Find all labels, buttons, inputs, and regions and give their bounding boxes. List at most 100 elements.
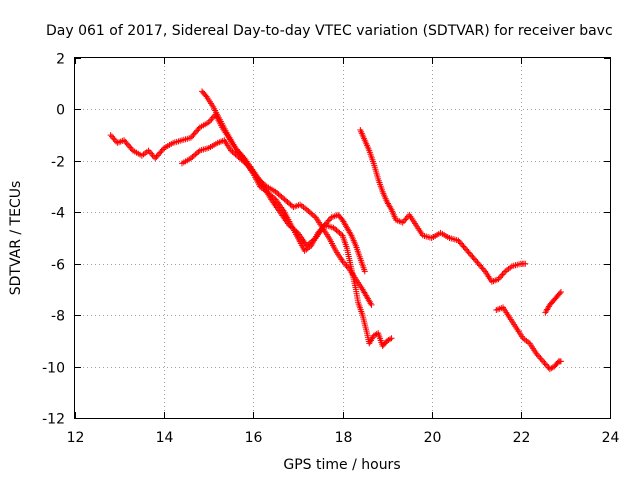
data-point (475, 261, 482, 268)
data-point (336, 229, 343, 236)
data-point (208, 116, 215, 123)
data-point (480, 266, 487, 273)
data-point (187, 134, 194, 141)
data-point (235, 147, 242, 154)
y-tick-label: -10 (42, 361, 65, 377)
x-tick-label: 12 (67, 430, 85, 446)
data-point (330, 224, 337, 231)
data-point (471, 256, 478, 263)
data-point (254, 175, 261, 182)
data-point (286, 222, 292, 229)
y-axis-title: SDTVAR / TECUs (8, 181, 24, 296)
x-tick-labels: 12 14 16 18 20 22 24 (67, 430, 620, 446)
data-point (290, 226, 297, 232)
data-point (190, 131, 197, 138)
data-point (311, 236, 318, 243)
data-point (154, 152, 161, 159)
data-point (325, 217, 332, 224)
data-point (457, 240, 464, 247)
data-point (387, 336, 394, 343)
data-point (231, 150, 238, 157)
data-point (332, 226, 339, 232)
data-point (469, 253, 476, 260)
data-point (287, 223, 294, 230)
data-point (308, 210, 315, 217)
x-tick-label: 20 (424, 430, 442, 446)
series-track-6 (542, 289, 564, 316)
data-point (538, 356, 545, 363)
data-point (333, 227, 340, 234)
data-point (109, 133, 116, 140)
data-point (455, 237, 462, 244)
y-tick-label: -6 (51, 258, 65, 274)
data-point (557, 289, 564, 295)
data-point (238, 156, 245, 163)
data-point (478, 264, 485, 271)
data-point (257, 178, 264, 185)
data-point (192, 151, 199, 158)
data-point (287, 201, 294, 208)
data-point (474, 259, 481, 266)
data-point (123, 140, 130, 147)
data-point (193, 150, 200, 157)
data-point (277, 192, 284, 199)
y-tick-labels: -12 -10 -8 -6 -4 -2 0 2 (42, 52, 65, 428)
data-point (540, 358, 547, 365)
data-point (309, 237, 316, 244)
data-point (466, 250, 473, 257)
y-tick-label: -4 (51, 206, 65, 222)
series-track-2 (199, 88, 395, 349)
data-point (557, 358, 564, 365)
data-point (127, 144, 134, 151)
data-point (465, 249, 472, 256)
data-point (194, 127, 201, 134)
data-point (193, 128, 200, 135)
data-point (305, 208, 312, 214)
data-point (275, 191, 282, 198)
x-tick-label: 18 (335, 430, 353, 446)
x-tick-label: 16 (245, 430, 263, 446)
data-point (498, 273, 505, 280)
data-point (236, 155, 243, 162)
data-point (228, 147, 235, 154)
data-point (303, 206, 310, 213)
data-point (401, 218, 408, 225)
data-point (242, 160, 249, 167)
data-point (306, 209, 313, 216)
data-point (233, 146, 240, 153)
data-point (461, 244, 468, 251)
data-point (272, 188, 279, 195)
x-axis-title: GPS time / hours (283, 457, 400, 473)
plot-frame (74, 57, 611, 419)
data-point (470, 255, 477, 262)
data-point (278, 193, 285, 200)
x-tick-label: 22 (513, 430, 531, 446)
data-point (232, 145, 239, 151)
series-track-4 (357, 127, 529, 285)
data-point (262, 182, 269, 189)
data-point (195, 148, 202, 155)
data-point (460, 243, 467, 250)
data-point (556, 290, 563, 297)
data-point (456, 239, 463, 246)
data-point (479, 265, 486, 272)
data-marks (107, 88, 564, 373)
data-point (191, 130, 198, 137)
data-point (128, 146, 135, 153)
y-tick-label: -8 (51, 309, 65, 325)
data-point (190, 152, 197, 159)
data-point (500, 269, 507, 276)
data-point (157, 149, 164, 156)
data-point (202, 92, 209, 99)
data-point (473, 258, 480, 265)
data-point (286, 200, 292, 207)
data-point (338, 231, 345, 238)
data-point (152, 155, 159, 162)
data-point (146, 149, 153, 156)
data-point (209, 114, 216, 121)
data-point (153, 153, 160, 160)
data-point (232, 151, 239, 158)
chart-title: Day 061 of 2017, Sidereal Day-to-day VTE… (46, 23, 613, 39)
series-track-3 (179, 137, 375, 308)
data-point (293, 228, 300, 235)
